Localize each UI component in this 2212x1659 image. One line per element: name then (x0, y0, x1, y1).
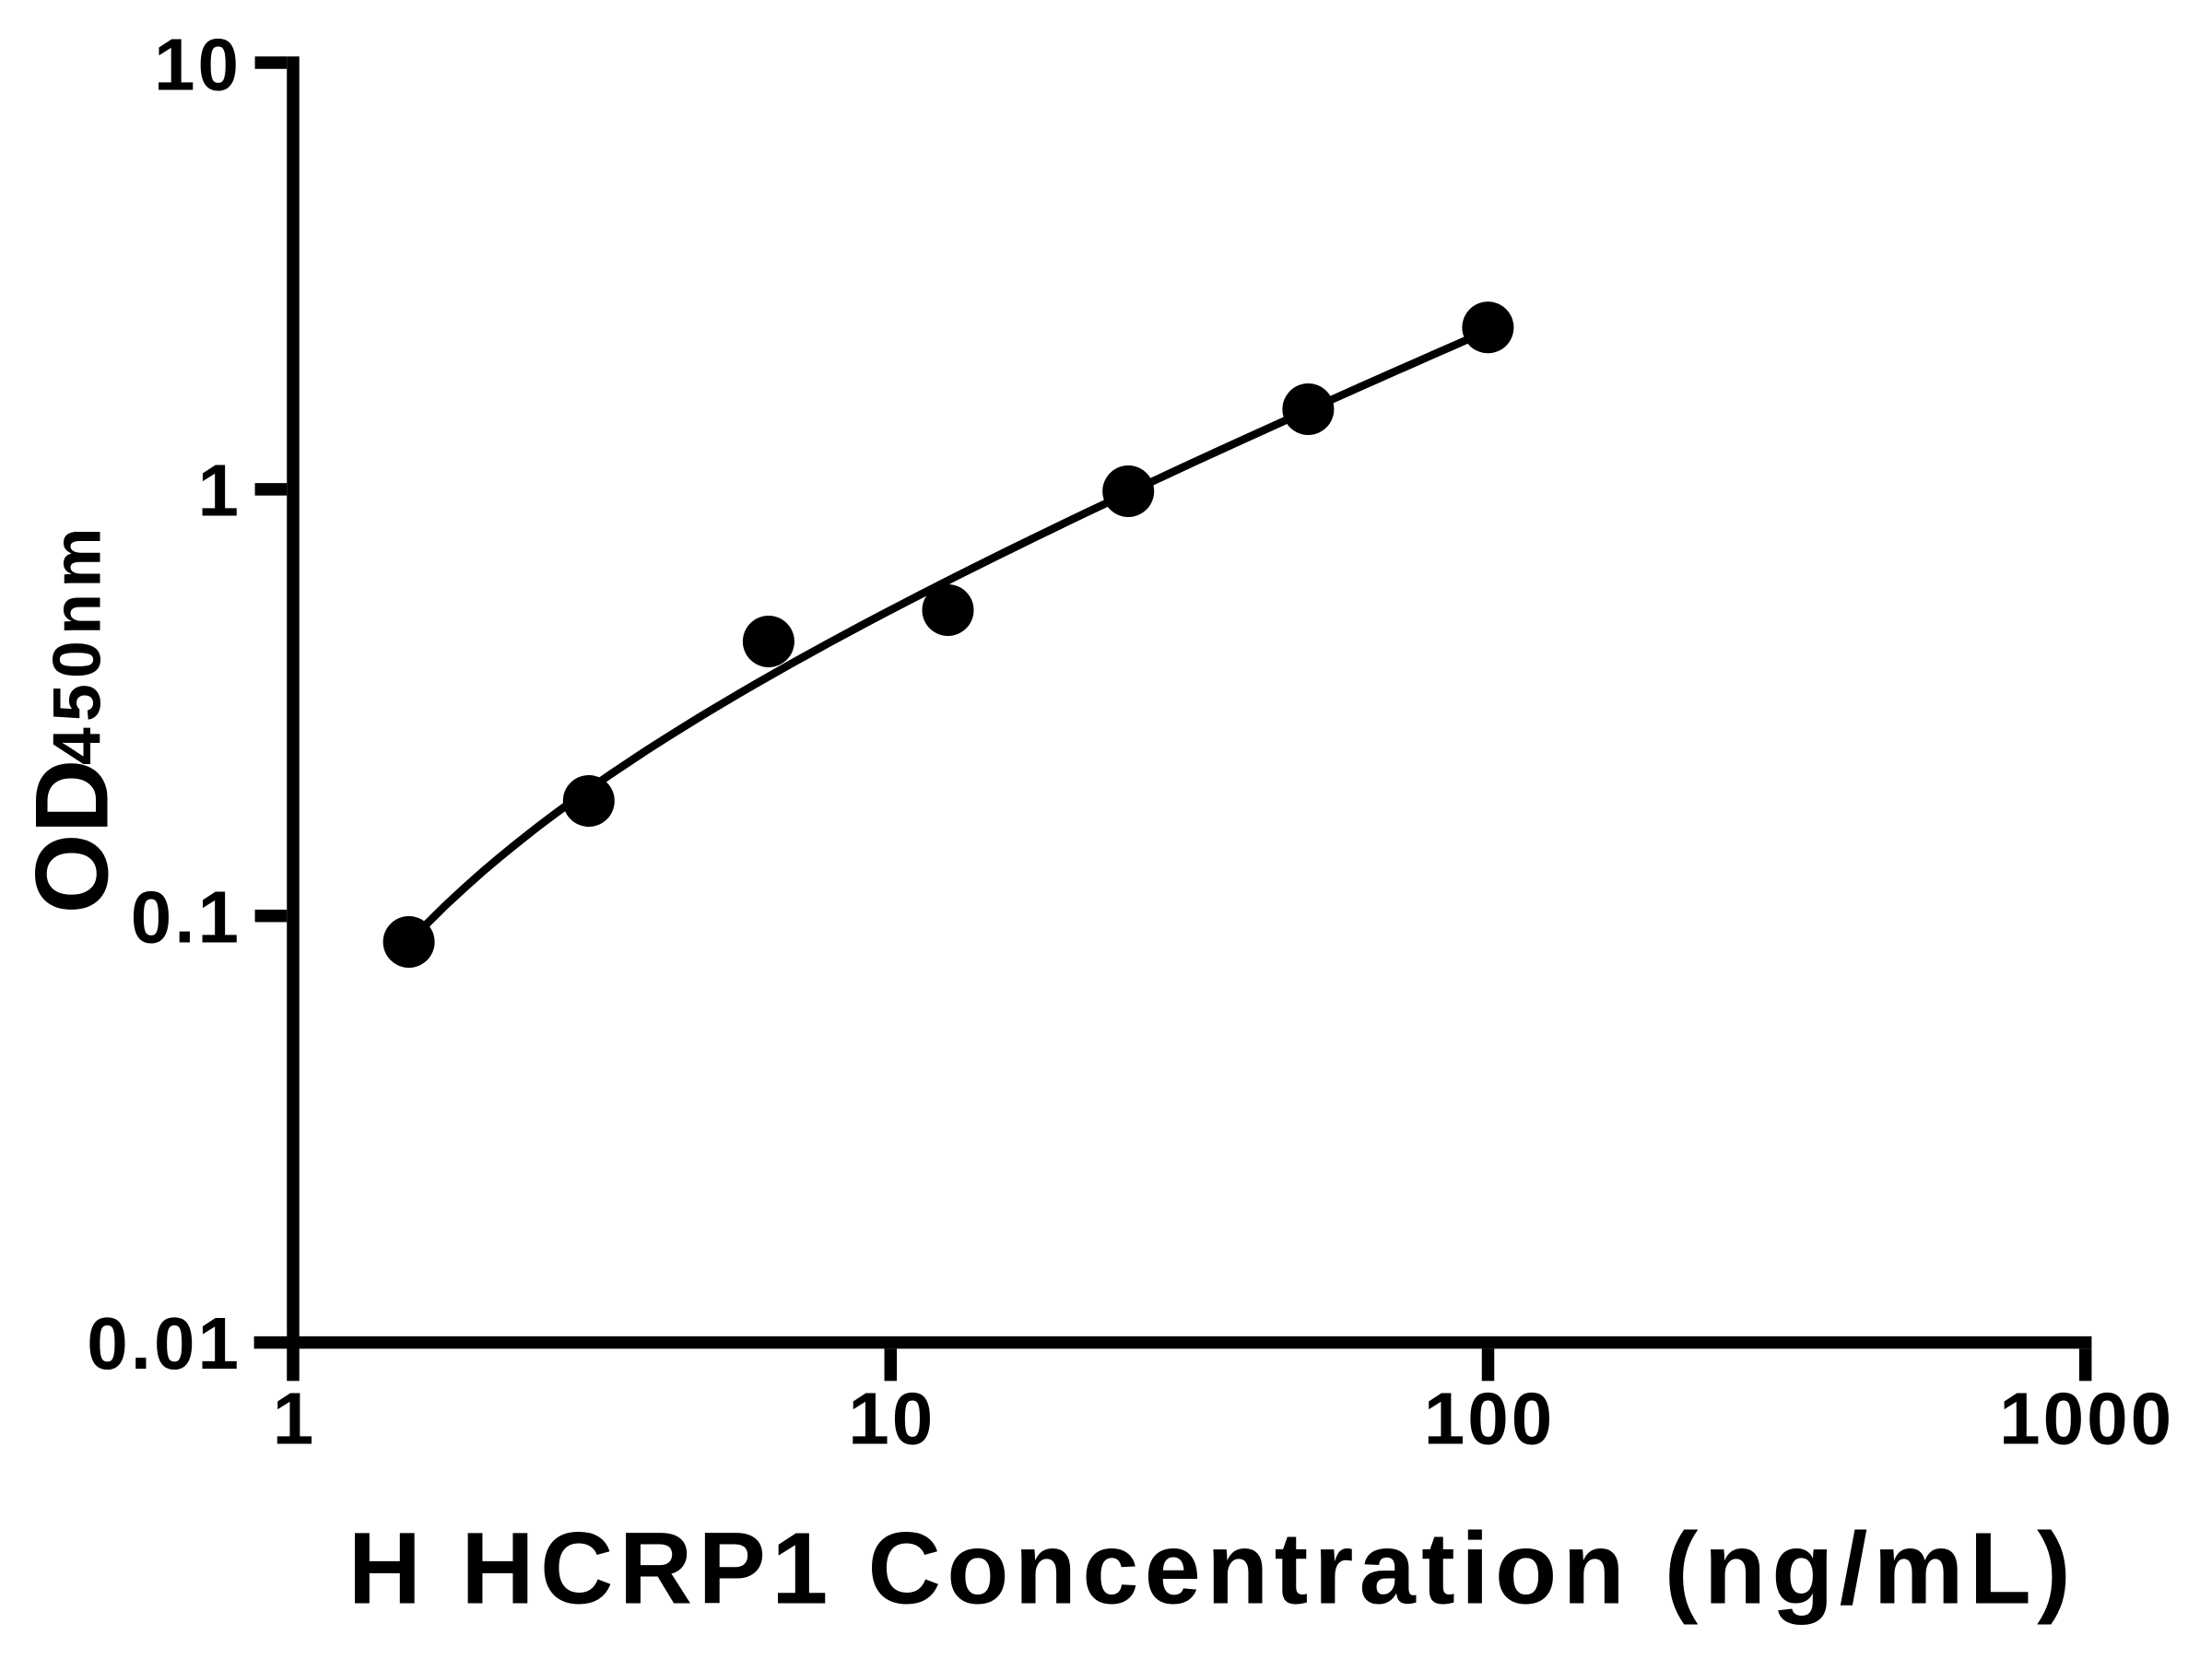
svg-text:1: 1 (198, 450, 242, 532)
svg-text:H HCRP1 Concentration (ng/mL): H HCRP1 Concentration (ng/mL) (348, 1512, 2077, 1626)
svg-text:0.01: 0.01 (87, 1302, 241, 1384)
svg-text:10: 10 (848, 1378, 935, 1460)
svg-text:1: 1 (273, 1378, 317, 1460)
svg-text:0.1: 0.1 (131, 877, 241, 959)
svg-text:100: 100 (1424, 1378, 1555, 1460)
svg-text:1000: 1000 (1999, 1378, 2174, 1460)
svg-text:10: 10 (154, 24, 241, 106)
